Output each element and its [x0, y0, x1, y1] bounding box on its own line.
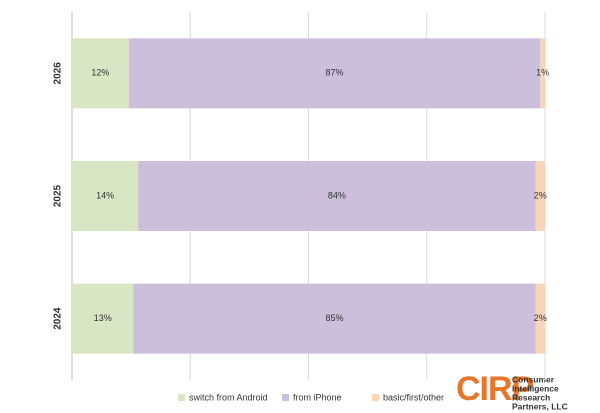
- legend-swatch: [282, 394, 289, 401]
- logo-line: Partners, LLC: [512, 401, 568, 411]
- logo-line: Research: [512, 392, 550, 402]
- bar-segment: [72, 283, 134, 354]
- legend-label: switch from Android: [189, 392, 268, 402]
- data-label: 85%: [326, 313, 344, 323]
- data-label: 1%: [536, 68, 549, 78]
- data-label: 13%: [94, 313, 112, 323]
- y-tick-label: 2026: [53, 62, 64, 85]
- y-tick-label: 2025: [53, 184, 64, 207]
- bar-segment: [72, 38, 129, 109]
- data-label: 14%: [96, 190, 114, 200]
- legend-label: basic/first/other: [383, 392, 444, 402]
- logo-line: Intelligence: [512, 383, 559, 393]
- bar-segment: [535, 161, 545, 231]
- bar-segment: [72, 161, 139, 231]
- bar-segment: [535, 283, 545, 354]
- logo-mark: CIRP: [456, 370, 534, 408]
- legend-label: from iPhone: [293, 392, 342, 402]
- bar-segment: [540, 38, 545, 109]
- bar-segment: [138, 161, 536, 231]
- bar-segment: [128, 38, 541, 109]
- legend-swatch: [372, 394, 379, 401]
- y-tick-label: 2024: [53, 307, 64, 330]
- logo-line: Consumer: [512, 374, 555, 384]
- data-label: 84%: [328, 190, 346, 200]
- legend-swatch: [178, 394, 185, 401]
- data-label: 2%: [534, 190, 547, 200]
- data-label: 2%: [534, 313, 547, 323]
- data-label: 87%: [326, 68, 344, 78]
- data-label: 12%: [91, 68, 109, 78]
- bar-segment: [133, 283, 536, 354]
